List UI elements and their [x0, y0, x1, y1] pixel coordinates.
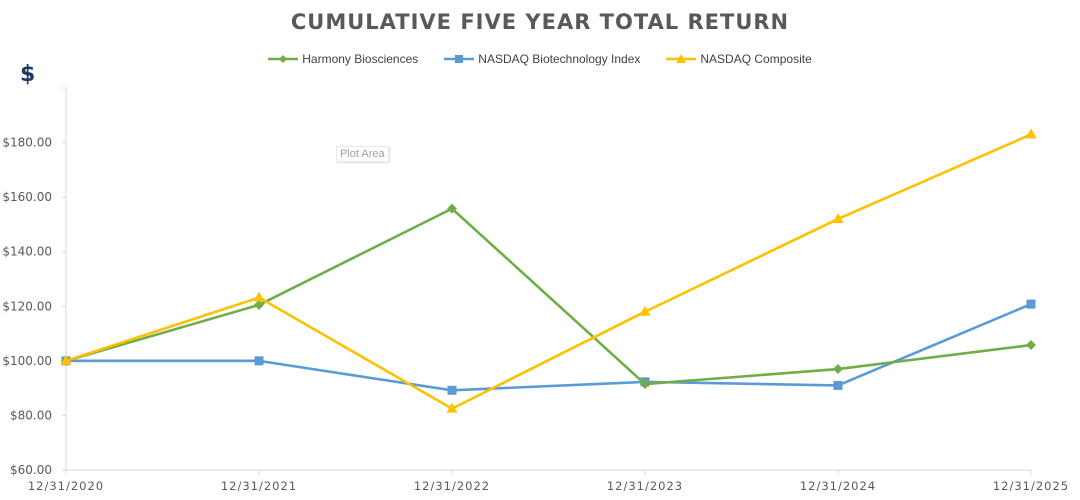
data-point-nasdaq-biotechnology-index[interactable]	[254, 356, 264, 366]
data-point-harmony-biosciences[interactable]	[1026, 340, 1036, 351]
data-point-nasdaq-composite[interactable]	[253, 291, 265, 302]
series-line-nasdaq-biotechnology-index	[66, 302, 1032, 392]
data-point-harmony-biosciences[interactable]	[254, 299, 264, 310]
y-tick-label: $60.00	[10, 463, 52, 477]
data-point-nasdaq-biotechnology-index[interactable]	[1026, 299, 1036, 309]
data-point-nasdaq-biotechnology-index[interactable]	[447, 385, 457, 395]
y-tick-label: $180.00	[2, 136, 52, 150]
y-tick-label: $100.00	[2, 354, 52, 368]
x-tick-label: 12/31/2023	[607, 479, 683, 493]
chart-title: CUMULATIVE FIVE YEAR TOTAL RETURN	[290, 10, 790, 34]
y-tick-label: $120.00	[2, 299, 52, 313]
legend-label-harmony: Harmony Biosciences	[302, 52, 419, 66]
series-line-nasdaq-composite	[65, 133, 1032, 410]
x-tick-label: 12/31/2025	[993, 479, 1069, 493]
data-point-nasdaq-biotechnology-index[interactable]	[833, 380, 843, 390]
data-point-nasdaq-composite[interactable]	[446, 402, 458, 413]
data-point-nasdaq-composite[interactable]	[60, 354, 72, 365]
y-axis-unit-label: $	[20, 62, 36, 87]
legend-item-nasdaq-biotech[interactable]: NASDAQ Biotechnology Index	[444, 52, 640, 66]
data-point-nasdaq-composite[interactable]	[639, 305, 651, 316]
y-tick-label: $160.00	[2, 190, 52, 204]
legend-swatch-nasdaq-composite	[666, 54, 697, 63]
legend-swatch-harmony	[268, 55, 299, 63]
x-tick-label: 12/31/2022	[414, 479, 490, 493]
x-tick-label: 12/31/2020	[28, 479, 104, 493]
legend-label-nasdaq-biotech: NASDAQ Biotechnology Index	[478, 52, 641, 66]
legend-item-nasdaq-composite[interactable]: NASDAQ Composite	[666, 52, 812, 66]
plot-area-tooltip: Plot Area	[336, 146, 389, 162]
y-tick-label: $80.00	[10, 408, 52, 422]
legend: Harmony Biosciences NASDAQ Biotechnology…	[0, 52, 1080, 66]
legend-label-nasdaq-composite: NASDAQ Composite	[700, 52, 812, 66]
data-point-harmony-biosciences[interactable]	[833, 364, 843, 375]
legend-item-harmony[interactable]: Harmony Biosciences	[268, 52, 418, 66]
x-tick-label: 12/31/2021	[221, 479, 297, 493]
data-point-harmony-biosciences[interactable]	[640, 379, 650, 390]
x-tick-label: 12/31/2024	[800, 479, 876, 493]
data-point-harmony-biosciences[interactable]	[447, 203, 457, 214]
y-tick-label: $140.00	[2, 245, 52, 259]
legend-swatch-nasdaq-biotech	[444, 55, 475, 63]
data-point-nasdaq-composite[interactable]	[832, 212, 844, 223]
data-point-nasdaq-composite[interactable]	[1025, 128, 1037, 139]
series-line-harmony-biosciences	[65, 207, 1032, 386]
